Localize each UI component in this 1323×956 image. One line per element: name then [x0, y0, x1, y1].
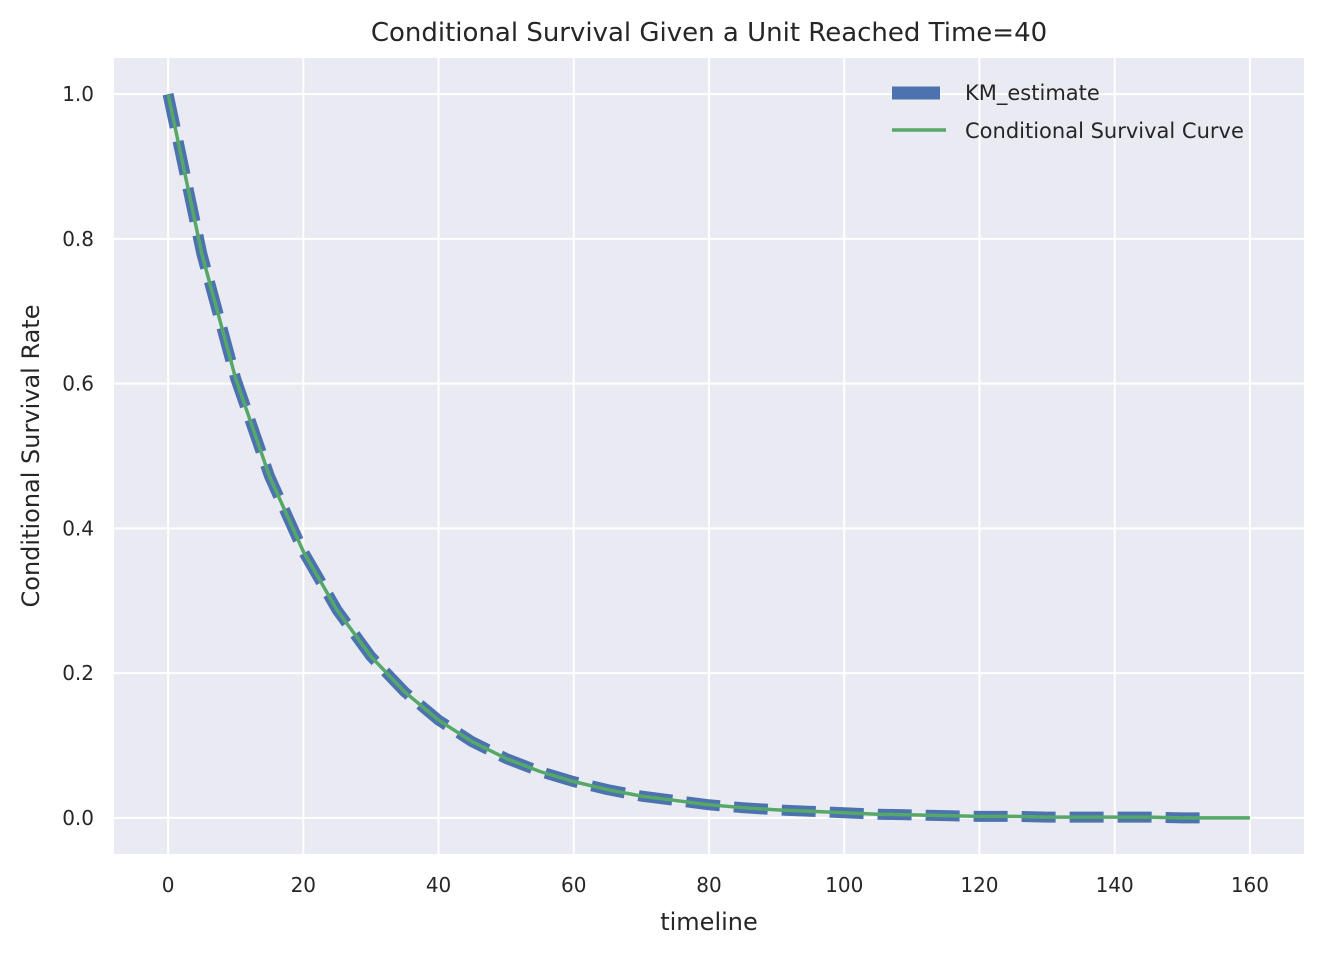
y-tick-label: 0.8	[62, 227, 94, 251]
x-tick-label: 160	[1231, 873, 1269, 897]
y-tick-label: 0.0	[62, 806, 94, 830]
x-axis-title: timeline	[660, 908, 758, 936]
series-lines	[162, 93, 1250, 824]
conditional-survival-line	[166, 93, 1250, 820]
x-tick-label: 0	[162, 873, 175, 897]
x-tick-label: 80	[696, 873, 721, 897]
y-tick-label: 1.0	[62, 82, 94, 106]
chart-title: Conditional Survival Given a Unit Reache…	[371, 18, 1047, 48]
tick-labels: 0 20 40 60 80 100 120 140 160 0.0 0.2 0.4 0.6 0.8 1.0	[62, 82, 1269, 897]
y-tick-label: 0.4	[62, 516, 94, 540]
legend: KM_estimate Conditional Survival Curve	[892, 81, 1244, 143]
x-tick-label: 100	[825, 873, 863, 897]
y-tick-label: 0.6	[62, 372, 94, 396]
x-tick-label: 140	[1096, 873, 1134, 897]
y-tick-label: 0.2	[62, 661, 94, 685]
x-tick-label: 20	[291, 873, 316, 897]
y-axis-title: Conditional Survival Rate	[17, 305, 45, 608]
legend-label-conditional-survival: Conditional Survival Curve	[965, 119, 1244, 143]
x-tick-label: 60	[561, 873, 586, 897]
legend-label-km-estimate: KM_estimate	[965, 81, 1100, 106]
x-tick-label: 120	[960, 873, 998, 897]
x-tick-label: 40	[426, 873, 451, 897]
